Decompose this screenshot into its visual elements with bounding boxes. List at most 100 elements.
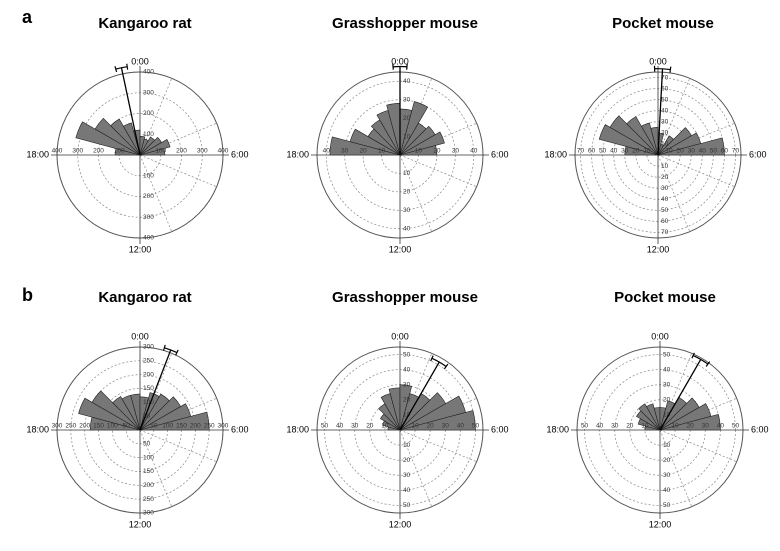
r-tick-label: 50 [403, 351, 411, 358]
time-label: 6:00 [491, 149, 509, 159]
r-tick-label: 100 [143, 399, 154, 406]
r-tick-label: 300 [52, 423, 63, 430]
r-tick-label: 200 [143, 193, 154, 200]
r-tick-label: 40 [661, 107, 669, 114]
r-tick-label: 40 [663, 366, 671, 373]
chart-title: Kangaroo rat [98, 15, 191, 32]
r-tick-label: 10 [381, 423, 389, 430]
r-tick-label: 10 [641, 423, 649, 430]
r-tick-label: 30 [663, 472, 671, 479]
r-tick-label: 200 [176, 148, 187, 155]
r-tick-label: 40 [403, 366, 411, 373]
r-tick-label: 10 [403, 170, 411, 177]
time-label: 0:00 [651, 331, 669, 341]
r-tick-label: 20 [663, 457, 671, 464]
r-tick-label: 50 [472, 423, 480, 430]
r-tick-label: 20 [661, 130, 669, 137]
r-tick-label: 10 [411, 423, 419, 430]
r-tick-label: 60 [661, 218, 669, 225]
r-tick-label: 30 [351, 423, 359, 430]
r-tick-label: 20 [687, 423, 695, 430]
r-tick-label: 70 [661, 229, 669, 236]
time-label: 18:00 [26, 149, 49, 159]
r-tick-label: 50 [123, 423, 131, 430]
r-tick-label: 30 [621, 148, 629, 155]
r-tick-label: 40 [470, 148, 478, 155]
r-tick-label: 30 [702, 423, 710, 430]
r-tick-label: 400 [218, 148, 229, 155]
time-label: 0:00 [131, 331, 149, 341]
r-tick-label: 200 [79, 423, 90, 430]
r-tick-label: 30 [663, 381, 671, 388]
r-tick-label: 10 [665, 148, 673, 155]
r-tick-label: 40 [403, 487, 411, 494]
r-tick-label: 50 [581, 423, 589, 430]
r-tick-label: 20 [661, 174, 669, 181]
r-tick-label: 20 [626, 423, 634, 430]
chart-title: Grasshopper mouse [332, 15, 478, 32]
r-tick-label: 150 [143, 385, 154, 392]
r-tick-label: 70 [577, 148, 585, 155]
r-tick-label: 200 [143, 110, 154, 117]
r-tick-label: 70 [732, 148, 740, 155]
r-tick-label: 10 [403, 442, 411, 449]
r-tick-label: 20 [403, 189, 411, 196]
r-tick-label: 40 [717, 423, 725, 430]
r-tick-label: 200 [93, 148, 104, 155]
r-tick-label: 50 [403, 502, 411, 509]
r-tick-label: 20 [632, 148, 640, 155]
r-tick-label: 200 [143, 482, 154, 489]
r-tick-label: 250 [143, 496, 154, 503]
r-tick-label: 40 [457, 423, 465, 430]
r-tick-label: 10 [378, 148, 386, 155]
r-tick-label: 300 [143, 510, 154, 517]
panel-label: a [22, 7, 33, 27]
r-tick-label: 30 [661, 119, 669, 126]
r-tick-label: 30 [403, 207, 411, 214]
r-tick-label: 250 [143, 358, 154, 365]
r-tick-label: 50 [732, 423, 740, 430]
r-tick-label: 30 [442, 423, 450, 430]
r-tick-label: 100 [143, 172, 154, 179]
r-tick-label: 300 [143, 214, 154, 221]
confidence-arc [693, 356, 708, 365]
r-tick-label: 30 [403, 96, 411, 103]
r-tick-label: 40 [403, 225, 411, 232]
r-tick-label: 30 [611, 423, 619, 430]
r-tick-label: 50 [663, 351, 671, 358]
r-tick-label: 50 [661, 207, 669, 214]
chart-title: Grasshopper mouse [332, 289, 478, 306]
r-tick-label: 30 [452, 148, 460, 155]
time-label: 0:00 [649, 56, 667, 66]
r-tick-label: 300 [197, 148, 208, 155]
ci-cap [444, 364, 448, 369]
r-tick-label: 30 [688, 148, 696, 155]
r-tick-label: 30 [403, 472, 411, 479]
r-tick-label: 60 [588, 148, 596, 155]
time-label: 12:00 [129, 244, 152, 254]
r-tick-label: 100 [114, 148, 125, 155]
time-label: 0:00 [131, 56, 149, 66]
r-tick-label: 50 [321, 423, 329, 430]
r-tick-label: 60 [721, 148, 729, 155]
r-tick-label: 400 [143, 235, 154, 242]
chart-title: Pocket mouse [614, 289, 716, 306]
r-tick-label: 40 [336, 423, 344, 430]
time-label: 12:00 [129, 519, 152, 529]
r-tick-label: 150 [143, 468, 154, 475]
r-tick-label: 50 [150, 423, 158, 430]
r-tick-label: 50 [663, 502, 671, 509]
r-tick-label: 20 [433, 148, 441, 155]
r-tick-label: 20 [677, 148, 685, 155]
ci-cap [670, 67, 671, 73]
r-tick-label: 150 [93, 423, 104, 430]
r-tick-label: 20 [403, 115, 411, 122]
time-label: 18:00 [286, 424, 309, 434]
r-tick-label: 20 [427, 423, 435, 430]
r-tick-label: 10 [643, 148, 651, 155]
time-label: 6:00 [491, 424, 509, 434]
time-label: 6:00 [751, 424, 769, 434]
time-label: 6:00 [231, 424, 249, 434]
r-tick-label: 100 [143, 454, 154, 461]
